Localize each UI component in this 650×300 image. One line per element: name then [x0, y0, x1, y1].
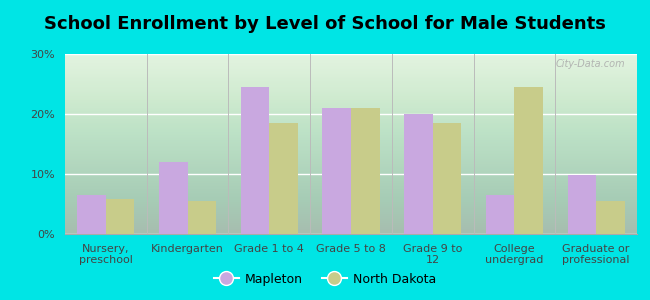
- Bar: [269, 123, 298, 234]
- Bar: [433, 123, 462, 234]
- Bar: [404, 114, 433, 234]
- Bar: [486, 195, 514, 234]
- Bar: [106, 199, 135, 234]
- Bar: [322, 108, 351, 234]
- Bar: [159, 162, 188, 234]
- Bar: [514, 87, 543, 234]
- Bar: [240, 87, 269, 234]
- Bar: [188, 201, 216, 234]
- Text: School Enrollment by Level of School for Male Students: School Enrollment by Level of School for…: [44, 15, 606, 33]
- Bar: [567, 175, 596, 234]
- Bar: [77, 195, 106, 234]
- Bar: [596, 201, 625, 234]
- Text: City-Data.com: City-Data.com: [556, 59, 625, 69]
- Bar: [351, 108, 380, 234]
- Legend: Mapleton, North Dakota: Mapleton, North Dakota: [209, 268, 441, 291]
